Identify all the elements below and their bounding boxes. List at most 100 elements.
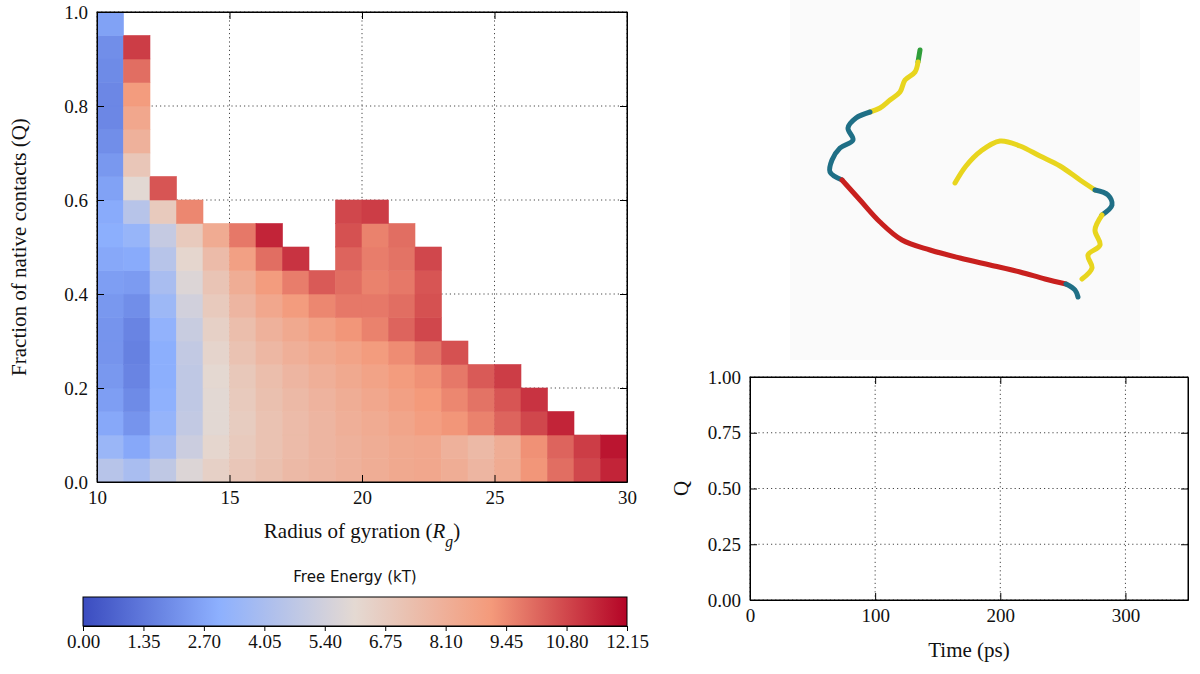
cell bbox=[203, 294, 230, 318]
cell bbox=[362, 271, 389, 295]
cell bbox=[389, 341, 416, 365]
cell bbox=[124, 271, 151, 295]
tick-mark bbox=[230, 475, 231, 482]
tick-mark bbox=[97, 12, 98, 19]
tick-label: 1.35 bbox=[127, 631, 160, 652]
cell bbox=[177, 341, 204, 365]
ribbon bbox=[842, 180, 1066, 284]
cell bbox=[574, 435, 601, 459]
colorbar-title: Free Energy (kT) bbox=[293, 568, 416, 586]
x-axis-line bbox=[751, 600, 1189, 601]
cell bbox=[177, 271, 204, 295]
tick-mark bbox=[620, 482, 627, 483]
tick-label: 2.70 bbox=[188, 631, 221, 652]
cell bbox=[230, 224, 257, 248]
cell bbox=[442, 412, 469, 436]
cell bbox=[150, 247, 177, 271]
cell bbox=[362, 341, 389, 365]
tick-label: 100 bbox=[861, 605, 890, 626]
cell bbox=[468, 388, 495, 412]
cell bbox=[97, 271, 124, 295]
tick-label: 0.0 bbox=[64, 472, 88, 493]
tick bbox=[1181, 377, 1188, 378]
cell bbox=[150, 435, 177, 459]
tick-label: 1.0 bbox=[64, 2, 88, 23]
tick-mark bbox=[750, 433, 757, 434]
grid-line bbox=[97, 106, 627, 107]
cell bbox=[389, 271, 416, 295]
cell bbox=[203, 388, 230, 412]
y-axis-right bbox=[1181, 378, 1189, 601]
tick: 10.80 bbox=[546, 626, 589, 652]
tick-label: 0 bbox=[746, 605, 756, 626]
tick bbox=[620, 12, 627, 13]
cell bbox=[415, 388, 442, 412]
cell bbox=[177, 365, 204, 389]
plot-frame bbox=[97, 12, 627, 482]
x-axis-title: Time (ps) bbox=[928, 638, 1010, 662]
cell bbox=[124, 318, 151, 342]
tick-mark bbox=[1181, 600, 1188, 601]
x-axis: 1015202530 bbox=[88, 475, 637, 508]
tick: 25 bbox=[486, 475, 505, 508]
cell bbox=[362, 200, 389, 224]
tick: 1.00 bbox=[708, 367, 757, 388]
cell bbox=[124, 36, 151, 60]
tick-mark bbox=[1000, 593, 1001, 600]
cell bbox=[468, 412, 495, 436]
tick: 0.50 bbox=[708, 478, 757, 499]
cell bbox=[521, 459, 548, 483]
cell bbox=[283, 341, 310, 365]
ribbon bbox=[1082, 215, 1102, 279]
cell bbox=[389, 294, 416, 318]
cell bbox=[230, 318, 257, 342]
cell bbox=[230, 271, 257, 295]
cell bbox=[256, 341, 283, 365]
cell bbox=[283, 318, 310, 342]
cell bbox=[309, 435, 336, 459]
cell bbox=[415, 459, 442, 483]
tick-mark bbox=[495, 12, 496, 19]
tick-mark bbox=[1181, 433, 1188, 434]
cell bbox=[256, 459, 283, 483]
cell bbox=[256, 388, 283, 412]
cell bbox=[203, 435, 230, 459]
tick-label: 200 bbox=[987, 605, 1016, 626]
cell bbox=[309, 388, 336, 412]
colorbar-axis-line bbox=[84, 626, 628, 627]
cell bbox=[124, 294, 151, 318]
y-axis-title: Q bbox=[669, 481, 693, 496]
cell bbox=[177, 318, 204, 342]
cell bbox=[442, 365, 469, 389]
tick bbox=[1181, 433, 1188, 434]
cell bbox=[97, 435, 124, 459]
cell bbox=[124, 388, 151, 412]
tick: 4.05 bbox=[248, 626, 281, 652]
tick: 0.00 bbox=[67, 626, 100, 652]
tick-mark bbox=[325, 626, 326, 631]
heatmap-cells bbox=[97, 12, 627, 482]
tick: 15 bbox=[221, 475, 240, 508]
cell bbox=[548, 412, 575, 436]
cell bbox=[336, 200, 363, 224]
cell bbox=[283, 247, 310, 271]
cell bbox=[495, 459, 522, 483]
ribbon bbox=[1095, 190, 1112, 215]
tick-mark bbox=[97, 294, 104, 295]
cell bbox=[256, 247, 283, 271]
cell bbox=[336, 412, 363, 436]
tick-mark bbox=[446, 626, 447, 631]
y-axis-title: Fraction of native contacts (Q) bbox=[7, 118, 31, 376]
cell bbox=[548, 459, 575, 483]
tick: 9.45 bbox=[490, 626, 523, 652]
tick-mark bbox=[620, 200, 627, 201]
tick-mark bbox=[264, 626, 265, 631]
cell bbox=[336, 224, 363, 248]
grid-line bbox=[750, 488, 1188, 489]
cell bbox=[336, 459, 363, 483]
cell bbox=[150, 224, 177, 248]
tick-label: 1.00 bbox=[708, 367, 741, 388]
tick: 6.75 bbox=[369, 626, 402, 652]
tick-mark bbox=[627, 626, 628, 631]
cell bbox=[97, 200, 124, 224]
